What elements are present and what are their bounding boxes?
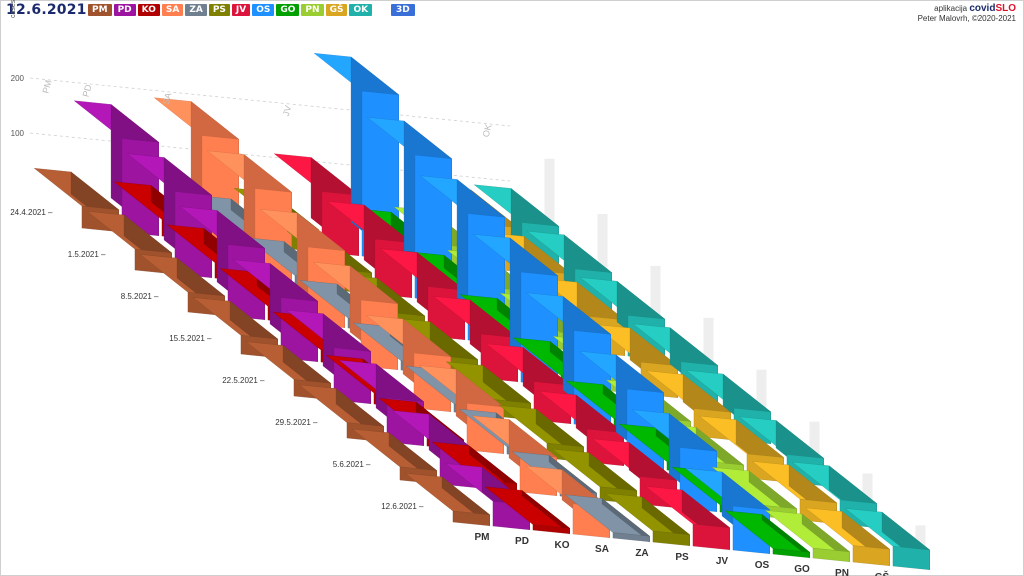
gridline <box>29 132 511 182</box>
legend-button-pn[interactable]: PN <box>301 4 324 16</box>
author-credit: Peter Malovrh, ©2020-2021 <box>917 14 1016 23</box>
legend-button-jv[interactable]: JV <box>231 4 251 16</box>
back-column-label: OK <box>481 123 494 138</box>
category-tick-label: GŠ <box>875 570 890 576</box>
category-tick-label: PD <box>515 536 529 547</box>
legend-button-ps[interactable]: PS <box>208 4 230 16</box>
shadow-bar <box>703 317 714 384</box>
back-column-label: SA <box>161 92 174 106</box>
category-tick-label: PN <box>835 568 849 576</box>
date-tick-label: 24.4.2021 – <box>10 208 53 217</box>
legend-button-pm[interactable]: PM <box>88 4 112 16</box>
region-legend: PM PD KO SA ZA PS JV OS GO PN GŠ OK <box>88 4 373 16</box>
bar[interactable] <box>724 510 811 559</box>
bar[interactable] <box>498 405 585 463</box>
app-credit: aplikacija covidSLO <box>918 4 1016 14</box>
shadow-bar <box>544 158 555 258</box>
date-tick-label: 12.6.2021 – <box>381 502 424 511</box>
mode-3d-button[interactable]: 3D <box>391 4 415 16</box>
bar[interactable] <box>404 473 491 527</box>
back-column-label: JV <box>281 104 293 117</box>
date-tick-label: 8.5.2021 – <box>121 292 159 301</box>
category-tick-label: SA <box>595 544 609 555</box>
category-tick-label: PS <box>675 552 689 563</box>
shadow-bar <box>809 421 820 468</box>
legend-button-go[interactable]: GO <box>276 4 300 16</box>
back-column-label: PM <box>41 79 54 95</box>
category-tick-label: OS <box>755 560 770 571</box>
grid <box>29 77 511 182</box>
bars <box>33 53 931 571</box>
bar[interactable] <box>764 510 851 563</box>
date-tick-label: 15.5.2021 – <box>169 334 212 343</box>
bar[interactable] <box>644 486 731 551</box>
y-tick-label: 100 <box>11 129 25 138</box>
app-prefix: aplikacija <box>934 4 968 13</box>
back-column-label: PD <box>81 83 94 98</box>
legend-button-gš[interactable]: GŠ <box>325 4 348 16</box>
category-tick-label: PM <box>475 532 490 543</box>
category-tick-label: JV <box>716 556 729 567</box>
shadow-bar <box>597 214 608 300</box>
y-tick-label: 200 <box>11 74 25 83</box>
shadow-bar <box>756 369 767 426</box>
shadow-bar <box>650 265 661 342</box>
date-tick-label: 5.6.2021 – <box>333 460 371 469</box>
date-tick-label: 22.5.2021 – <box>222 376 265 385</box>
bar[interactable] <box>604 493 691 547</box>
legend-button-za[interactable]: ZA <box>185 4 207 16</box>
date-title: 12.6.2021 <box>6 2 87 18</box>
category-tick-label: KO <box>555 540 570 551</box>
category-tick-label: ZA <box>635 548 648 559</box>
app-brand-b: SLO <box>995 3 1016 14</box>
date-tick-label: 1.5.2021 – <box>68 250 106 259</box>
date-tick-label: 29.5.2021 – <box>275 418 318 427</box>
legend-button-os[interactable]: OS <box>252 4 275 16</box>
shadow-bar <box>862 473 873 510</box>
gridline <box>29 77 511 127</box>
app-brand-a: covid <box>969 3 996 14</box>
bar[interactable] <box>484 486 571 535</box>
bar[interactable] <box>564 494 651 543</box>
legend-button-pd[interactable]: PD <box>113 4 136 16</box>
bar[interactable] <box>804 507 891 567</box>
category-tick-label: GO <box>794 564 810 575</box>
bar[interactable] <box>844 508 931 571</box>
credits: aplikacija covidSLO Peter Malovrh, ©2020… <box>918 4 1016 24</box>
legend-button-sa[interactable]: SA <box>161 4 184 16</box>
legend-button-ko[interactable]: KO <box>137 4 160 16</box>
shadow-bar <box>915 525 926 552</box>
legend-button-ok[interactable]: OK <box>349 4 373 16</box>
